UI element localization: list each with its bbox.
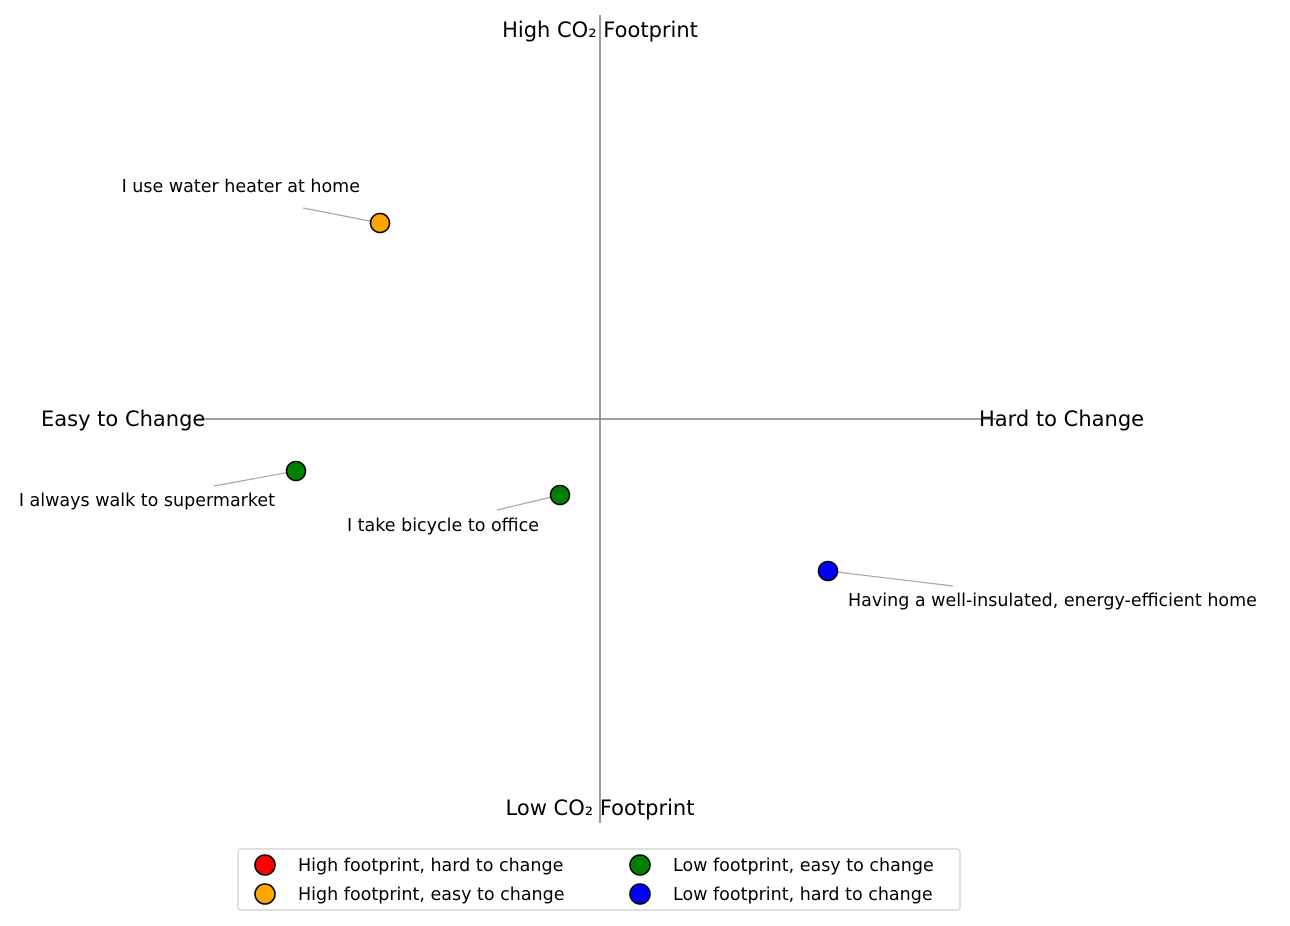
point-label: I take bicycle to office [347, 516, 539, 536]
legend-label: High footprint, easy to change [298, 885, 565, 905]
axis-label-right: Hard to Change [979, 407, 1144, 431]
data-point-group: Having a well-insulated, energy-efficien… [817, 560, 1257, 611]
data-point [817, 560, 839, 582]
leader-line [496, 494, 561, 511]
data-point-group: I use water heater at home [122, 177, 391, 234]
axis-label-left: Easy to Change [41, 407, 205, 431]
leader-line [213, 470, 297, 487]
point-label: Having a well-insulated, energy-efficien… [848, 591, 1257, 611]
axis-label-bottom: Low CO₂ Footprint [506, 796, 695, 820]
legend-label: Low footprint, hard to change [673, 885, 933, 905]
legend-marker [629, 854, 651, 876]
quadrant-axes [198, 15, 1002, 823]
legend-item: Low footprint, hard to change [629, 883, 933, 905]
legend: High footprint, hard to change High footp… [237, 848, 961, 911]
data-point-group: I always walk to supermarket [19, 460, 307, 511]
axis-labels: High CO₂ Footprint Low CO₂ Footprint Eas… [41, 18, 1144, 820]
legend-label: High footprint, hard to change [298, 856, 563, 876]
leader-line [827, 570, 954, 587]
point-label: I always walk to supermarket [19, 491, 275, 511]
data-point [369, 212, 391, 234]
legend-item: Low footprint, easy to change [629, 854, 934, 876]
legend-marker [629, 883, 651, 905]
axis-label-top: High CO₂ Footprint [502, 18, 698, 42]
legend-item: High footprint, easy to change [254, 883, 565, 905]
data-point [549, 484, 571, 506]
legend-marker [254, 854, 276, 876]
data-point-group: I take bicycle to office [347, 484, 571, 536]
legend-label: Low footprint, easy to change [673, 856, 934, 876]
leader-line [302, 207, 381, 224]
legend-marker [254, 883, 276, 905]
data-point [285, 460, 307, 482]
data-points: I use water heater at home I always walk … [19, 177, 1257, 611]
legend-item: High footprint, hard to change [254, 854, 563, 876]
point-label: I use water heater at home [122, 177, 360, 197]
legend-box [237, 848, 961, 911]
